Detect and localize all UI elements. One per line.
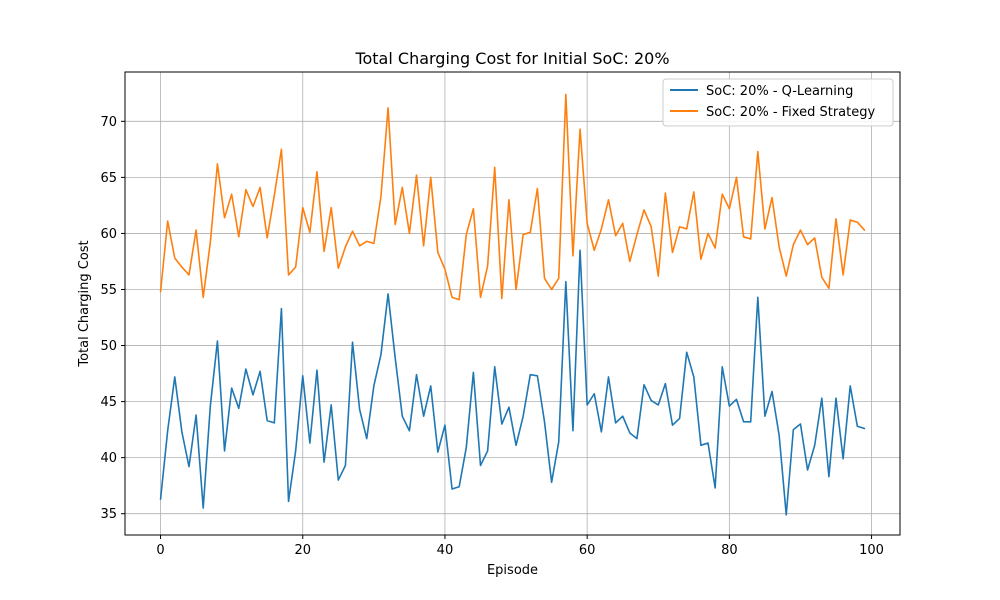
plot-frame <box>124 71 901 536</box>
x-tick-label: 60 <box>579 543 596 558</box>
series-line-fixed-strategy <box>159 93 866 301</box>
y-tick-label: 50 <box>100 339 117 354</box>
x-tick-label: 40 <box>437 543 454 558</box>
y-tick-label: 40 <box>100 451 117 466</box>
x-axis-label: Episode <box>487 563 538 578</box>
legend-label-fixed-strategy: SoC: 20% - Fixed Strategy <box>706 105 875 120</box>
legend: SoC: 20% - Q-Learning SoC: 20% - Fixed S… <box>662 78 894 127</box>
x-tick-label: 20 <box>294 543 311 558</box>
x-tick-label: 80 <box>721 543 738 558</box>
series-layer <box>159 93 866 516</box>
y-tick-label: 45 <box>100 395 117 410</box>
y-tick-label: 55 <box>100 283 117 298</box>
x-tick-label: 100 <box>859 543 884 558</box>
y-axis-ticks: 35 40 45 50 55 60 65 70 <box>100 115 125 522</box>
grid-lines <box>125 72 900 535</box>
legend-label-q-learning: SoC: 20% - Q-Learning <box>706 84 853 99</box>
y-axis-label: Total Charging Cost <box>77 240 92 367</box>
legend-box <box>662 78 894 127</box>
chart-title: Total Charging Cost for Initial SoC: 20% <box>354 49 669 68</box>
x-tick-label: 0 <box>156 543 164 558</box>
y-tick-label: 35 <box>100 507 117 522</box>
y-tick-label: 60 <box>100 227 117 242</box>
y-tick-label: 70 <box>100 115 117 130</box>
x-axis-ticks: 0 20 40 60 80 100 <box>156 535 884 558</box>
y-tick-label: 65 <box>100 171 117 186</box>
series-line-q-learning <box>159 249 866 516</box>
